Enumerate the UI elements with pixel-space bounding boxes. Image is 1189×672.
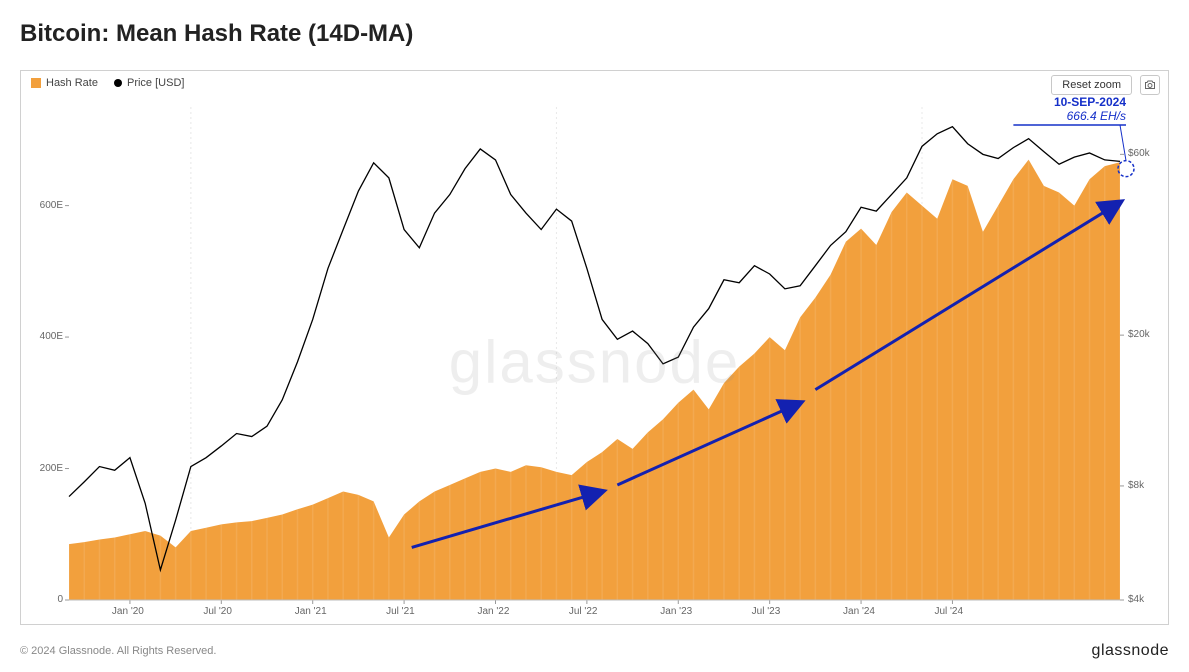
callout-annotation: 10-SEP-2024 666.4 EH/s bbox=[1054, 95, 1126, 123]
plot-svg bbox=[21, 99, 1168, 624]
chart-controls: Reset zoom bbox=[1051, 75, 1160, 95]
chart-container: Hash Rate Price [USD] Reset zoom glassno… bbox=[20, 70, 1169, 625]
brand-logo: glassnode bbox=[1092, 642, 1169, 660]
screenshot-button[interactable] bbox=[1140, 75, 1160, 95]
footer: © 2024 Glassnode. All Rights Reserved. g… bbox=[20, 642, 1169, 660]
plot-area[interactable]: glassnode 10-SEP-2024 666.4 EH/s 0200E40… bbox=[21, 99, 1168, 624]
legend-item-hashrate[interactable]: Hash Rate bbox=[31, 77, 98, 89]
legend-label-price: Price [USD] bbox=[127, 77, 184, 89]
legend-swatch-hashrate bbox=[31, 78, 41, 88]
chart-legend: Hash Rate Price [USD] bbox=[31, 77, 184, 89]
legend-label-hashrate: Hash Rate bbox=[46, 77, 98, 89]
camera-icon bbox=[1144, 79, 1156, 91]
page-title: Bitcoin: Mean Hash Rate (14D-MA) bbox=[20, 20, 413, 48]
legend-swatch-price bbox=[114, 79, 122, 87]
reset-zoom-button[interactable]: Reset zoom bbox=[1051, 75, 1132, 95]
annotation-value: 666.4 EH/s bbox=[1054, 109, 1126, 123]
annotation-date: 10-SEP-2024 bbox=[1054, 95, 1126, 109]
legend-item-price[interactable]: Price [USD] bbox=[114, 77, 184, 89]
copyright-text: © 2024 Glassnode. All Rights Reserved. bbox=[20, 645, 216, 657]
